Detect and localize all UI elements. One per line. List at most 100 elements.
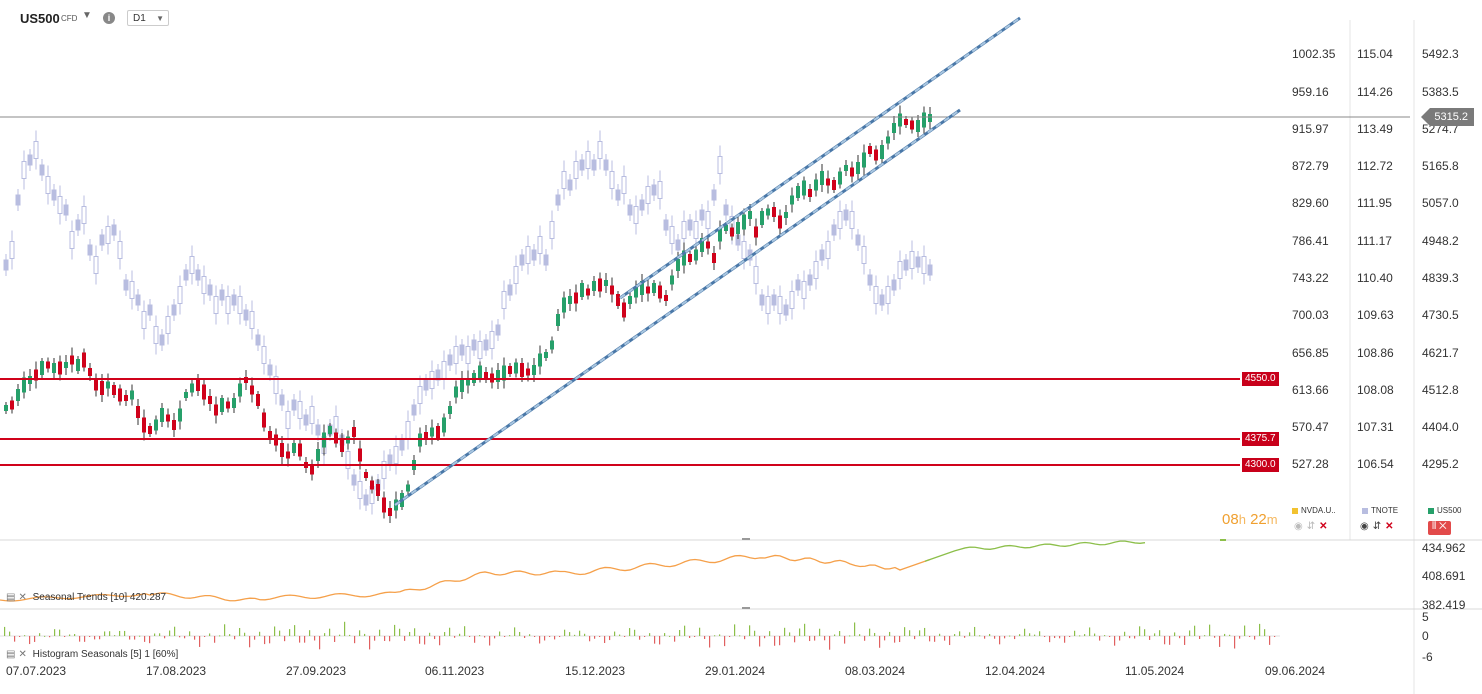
us500-candle-bear <box>88 368 92 376</box>
tnote-candle <box>387 454 393 466</box>
histogram-bar <box>1254 636 1256 640</box>
symbol-dropdown-caret-icon[interactable]: ▼ <box>82 10 92 21</box>
left-axis-tick: 613.66 <box>1292 383 1329 397</box>
us500-candle-bear <box>706 241 710 249</box>
close-icon[interactable]: ✕ <box>1319 521 1328 532</box>
timer-minutes: 22 <box>1250 511 1267 528</box>
histogram-bar <box>1019 634 1021 636</box>
histogram-bar <box>804 623 806 636</box>
histogram-bar <box>474 636 476 643</box>
histogram-bar <box>79 636 81 642</box>
histogram-bar <box>914 636 916 640</box>
tnote-candle <box>465 346 471 364</box>
x-axis-tick: 29.01.2024 <box>705 664 765 678</box>
level-tag-4550[interactable]: 4550.0 <box>1242 372 1279 386</box>
tnote-candle <box>135 294 141 306</box>
histogram-bar <box>854 622 856 636</box>
tnote-candle <box>105 226 111 244</box>
histogram-bar <box>729 636 731 637</box>
histogram-bar <box>204 636 206 637</box>
info-icon[interactable]: i <box>103 12 115 24</box>
tnote-candle <box>357 481 363 499</box>
close-icon[interactable]: ✕ <box>1438 521 1447 532</box>
left-axis-tick: 700.03 <box>1292 308 1329 322</box>
histogram-bar <box>19 636 21 637</box>
tnote-candle <box>483 339 489 351</box>
pane-menu-icon[interactable]: ▤ <box>6 649 16 660</box>
us500-candle-bear <box>148 426 152 434</box>
us500-candle-bull <box>802 180 806 196</box>
us500-candle-bull <box>16 389 20 401</box>
legend-us500[interactable]: US500 <box>1428 506 1461 515</box>
us500-candle-bull <box>652 283 656 293</box>
tnote-candle <box>765 296 771 314</box>
histogram-bar <box>129 636 131 640</box>
histogram-bar <box>1024 628 1026 636</box>
tnote-candle <box>453 346 459 364</box>
pane-resize-handle[interactable] <box>742 607 750 609</box>
close-icon[interactable]: ✕ <box>1385 521 1394 532</box>
us500-candle-bull <box>838 171 842 185</box>
sort-arrows-icon[interactable]: ⇵ <box>1306 521 1316 532</box>
right-axis-tick: 4948.2 <box>1422 234 1459 248</box>
histogram-bar <box>149 636 151 644</box>
histogram-bar <box>69 634 71 636</box>
tnote-candle <box>501 291 507 309</box>
histogram-bar <box>1034 634 1036 636</box>
us500-candle-bull <box>634 286 638 298</box>
tnote-candle <box>885 286 891 304</box>
histogram-bar <box>484 636 486 638</box>
histogram-bar <box>824 636 826 641</box>
tnote-candle <box>573 161 579 179</box>
x-axis-tick: 09.06.2024 <box>1265 664 1325 678</box>
histogram-bar <box>644 636 646 637</box>
us500-candle-bear <box>850 167 854 177</box>
close-icon[interactable]: ✕ <box>18 592 27 603</box>
left-axis-tick: 656.85 <box>1292 346 1329 360</box>
timeframe-select[interactable]: D1 ▼ <box>127 10 169 26</box>
histogram-bar <box>229 634 231 636</box>
us500-candle-bear <box>256 394 260 406</box>
tnote-candle <box>111 224 117 236</box>
level-tag-4300[interactable]: 4300.0 <box>1242 458 1279 472</box>
level-tag-4375[interactable]: 4375.7 <box>1242 432 1279 446</box>
histogram-bar <box>654 636 656 644</box>
pane-menu-icon[interactable]: ▤ <box>6 592 16 603</box>
x-axis-tick: 17.08.2023 <box>146 664 206 678</box>
legend-nvda[interactable]: NVDA.U.. <box>1292 506 1336 515</box>
sort-arrows-icon[interactable]: ⇵ <box>1372 521 1382 532</box>
right-axis-tick: 5057.0 <box>1422 196 1459 210</box>
tnote-candle <box>471 339 477 351</box>
tnote-candle <box>813 261 819 279</box>
us500-candle-bear <box>712 253 716 263</box>
tnote-candle <box>123 279 129 291</box>
tnote-candle <box>63 204 69 216</box>
candle-style-icon[interactable]: ⫴ <box>1432 521 1437 532</box>
us500-candle-bull <box>532 365 536 375</box>
histogram-pane-label: ▤ ✕ Histogram Seasonals [5] 1 [60%] <box>6 649 178 660</box>
tnote-candle <box>663 219 669 231</box>
histogram-bar <box>84 636 86 642</box>
histogram-bar <box>734 624 736 636</box>
histogram-bar <box>869 628 871 636</box>
mid-axis-tick: 111.17 <box>1357 234 1392 248</box>
tnote-candle <box>363 494 369 506</box>
pane-resize-handle[interactable] <box>742 538 750 540</box>
histogram-bar <box>669 635 671 637</box>
histogram-bar <box>759 636 761 647</box>
histogram-bar <box>409 631 411 636</box>
histogram-bar <box>89 636 91 637</box>
tnote-candle <box>39 164 45 176</box>
legend-tnote[interactable]: TNOTE <box>1362 506 1398 515</box>
close-icon[interactable]: ✕ <box>18 649 27 660</box>
symbol-name[interactable]: US500 <box>20 11 60 26</box>
eye-icon[interactable]: ◉ <box>1360 521 1369 532</box>
tnote-candle <box>759 294 765 306</box>
eye-icon[interactable]: ◉ <box>1294 521 1303 532</box>
us500-candle-bull <box>22 377 26 393</box>
histogram-bar <box>64 636 66 637</box>
histogram-bar <box>1194 625 1196 636</box>
tnote-candle <box>393 446 399 464</box>
us500-candle-bear <box>250 385 254 395</box>
